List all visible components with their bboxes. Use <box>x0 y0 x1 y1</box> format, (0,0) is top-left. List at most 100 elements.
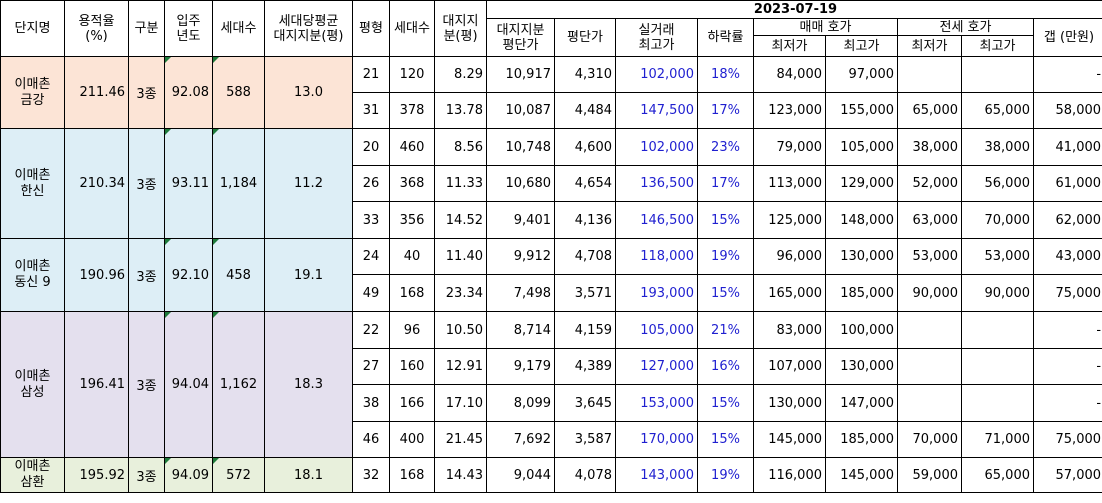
complex-year: 92.08 <box>164 56 213 129</box>
unit-price-per-pyeong: 4,078 <box>554 457 616 493</box>
unit-households: 166 <box>389 384 435 422</box>
unit-land-price: 7,692 <box>486 421 555 458</box>
unit-price-per-pyeong: 4,136 <box>554 201 616 239</box>
complex-avg-land: 11.2 <box>264 128 353 239</box>
unit-land: 8.56 <box>434 128 487 166</box>
unit-price-per-pyeong: 4,654 <box>554 165 616 202</box>
unit-lease-high: 38,000 <box>961 128 1034 166</box>
date-header: 2023-07-19 <box>485 0 1102 19</box>
unit-gap: - <box>1032 348 1102 385</box>
header-sale-high: 최고가 <box>825 35 898 57</box>
unit-households: 460 <box>389 128 435 166</box>
unit-gap: 57,000 <box>1032 457 1102 493</box>
header-land-price: 대지지분 평단가 <box>486 18 555 57</box>
header-drop-rate: 하락률 <box>697 18 754 57</box>
unit-sale-high: 130,000 <box>825 348 898 385</box>
unit-households: 168 <box>389 457 435 493</box>
complex-year: 94.04 <box>164 311 213 458</box>
unit-actual-high: 170,000 <box>615 421 698 458</box>
unit-sale-high: 185,000 <box>825 421 898 458</box>
unit-pyeong: 27 <box>352 348 390 385</box>
unit-sale-high: 148,000 <box>825 201 898 239</box>
unit-lease-high: 90,000 <box>961 274 1034 312</box>
unit-gap: 58,000 <box>1032 92 1102 129</box>
unit-land: 14.43 <box>434 457 487 493</box>
unit-drop-rate: 15% <box>697 421 754 458</box>
header-land: 대지지 분(평) <box>434 0 487 57</box>
complex-avg-land: 19.1 <box>264 238 353 312</box>
header-name: 단지명 <box>0 0 65 57</box>
unit-price-per-pyeong: 4,600 <box>554 128 616 166</box>
unit-lease-low: 63,000 <box>897 201 962 239</box>
complex-name-line1: 이매촌 <box>14 76 51 92</box>
header-lease-group: 전세 호가 <box>897 18 1034 36</box>
unit-land: 12.91 <box>434 348 487 385</box>
complex-households: 572 <box>212 457 265 493</box>
unit-households: 400 <box>389 421 435 458</box>
unit-sale-low: 165,000 <box>753 274 826 312</box>
unit-drop-rate: 21% <box>697 311 754 349</box>
header-pyeong: 평형 <box>352 0 390 57</box>
unit-actual-high: 105,000 <box>615 311 698 349</box>
unit-drop-rate: 17% <box>697 92 754 129</box>
unit-sale-low: 107,000 <box>753 348 826 385</box>
unit-drop-rate: 15% <box>697 274 754 312</box>
unit-households: 368 <box>389 165 435 202</box>
unit-gap: 75,000 <box>1032 421 1102 458</box>
unit-drop-rate: 15% <box>697 201 754 239</box>
header-lease-low: 최저가 <box>897 35 962 57</box>
unit-households: 96 <box>389 311 435 349</box>
unit-actual-high: 193,000 <box>615 274 698 312</box>
unit-actual-high: 147,500 <box>615 92 698 129</box>
unit-pyeong: 21 <box>352 56 390 93</box>
complex-year: 93.11 <box>164 128 213 239</box>
header-sale-group: 매매 호가 <box>753 18 898 36</box>
unit-sale-low: 130,000 <box>753 384 826 422</box>
unit-lease-low: 53,000 <box>897 238 962 275</box>
unit-land: 8.29 <box>434 56 487 93</box>
unit-sale-high: 105,000 <box>825 128 898 166</box>
unit-households: 40 <box>389 238 435 275</box>
unit-lease-high: 65,000 <box>961 92 1034 129</box>
complex-name-line2: 금강 <box>20 92 45 108</box>
unit-sale-low: 125,000 <box>753 201 826 239</box>
complex-type: 3종 <box>128 56 165 129</box>
complex-name-line2: 한신 <box>20 183 45 199</box>
table-row: 46 400 21.45 7,692 3,587 170,000 15% 145,000 185… <box>1 421 1102 458</box>
complex-name-line1: 이매촌 <box>14 167 51 183</box>
unit-drop-rate: 19% <box>697 238 754 275</box>
table-row: 26 368 11.33 10,680 4,654 136,500 17% 113,000 12… <box>1 165 1102 202</box>
unit-land-price: 9,401 <box>486 201 555 239</box>
table-row: 27 160 12.91 9,179 4,389 127,000 16% 107,000 130… <box>1 348 1102 385</box>
unit-price-per-pyeong: 4,484 <box>554 92 616 129</box>
unit-actual-high: 127,000 <box>615 348 698 385</box>
unit-lease-low <box>897 56 962 93</box>
complex-type: 3종 <box>128 311 165 458</box>
complex-avg-land: 18.3 <box>264 311 353 458</box>
unit-lease-high: 70,000 <box>961 201 1034 239</box>
unit-lease-low: 70,000 <box>897 421 962 458</box>
table-row: 33 356 14.52 9,401 4,136 146,500 15% 125,000 148… <box>1 201 1102 239</box>
unit-pyeong: 24 <box>352 238 390 275</box>
unit-lease-low: 59,000 <box>897 457 962 493</box>
unit-land-price: 8,099 <box>486 384 555 422</box>
unit-lease-high: 53,000 <box>961 238 1034 275</box>
unit-gap: 61,000 <box>1032 165 1102 202</box>
unit-sale-high: 147,000 <box>825 384 898 422</box>
unit-gap: 62,000 <box>1032 201 1102 239</box>
table-row: 31 378 13.78 10,087 4,484 147,500 17% 123,000 15… <box>1 92 1102 129</box>
unit-sale-low: 145,000 <box>753 421 826 458</box>
unit-sale-low: 79,000 <box>753 128 826 166</box>
table-row: 이매촌 동신 9 190.96 3종 92.10 458 19.1 24 40 11.40 9,91… <box>0 238 1102 312</box>
table-header: 단지명 용적율 (%) 구분 입주 년도 세대수 세대당평균 대지지분(평) 평형 세… <box>0 0 1102 57</box>
unit-land: 17.10 <box>434 384 487 422</box>
unit-households: 356 <box>389 201 435 239</box>
unit-sale-high: 129,000 <box>825 165 898 202</box>
unit-gap: - <box>1032 56 1102 93</box>
unit-households: 168 <box>389 274 435 312</box>
unit-lease-low <box>897 311 962 349</box>
complex-far: 196.41 <box>64 311 129 458</box>
unit-drop-rate: 19% <box>697 457 754 493</box>
unit-drop-rate: 23% <box>697 128 754 166</box>
complex-name: 이매촌 금강 <box>0 56 65 129</box>
